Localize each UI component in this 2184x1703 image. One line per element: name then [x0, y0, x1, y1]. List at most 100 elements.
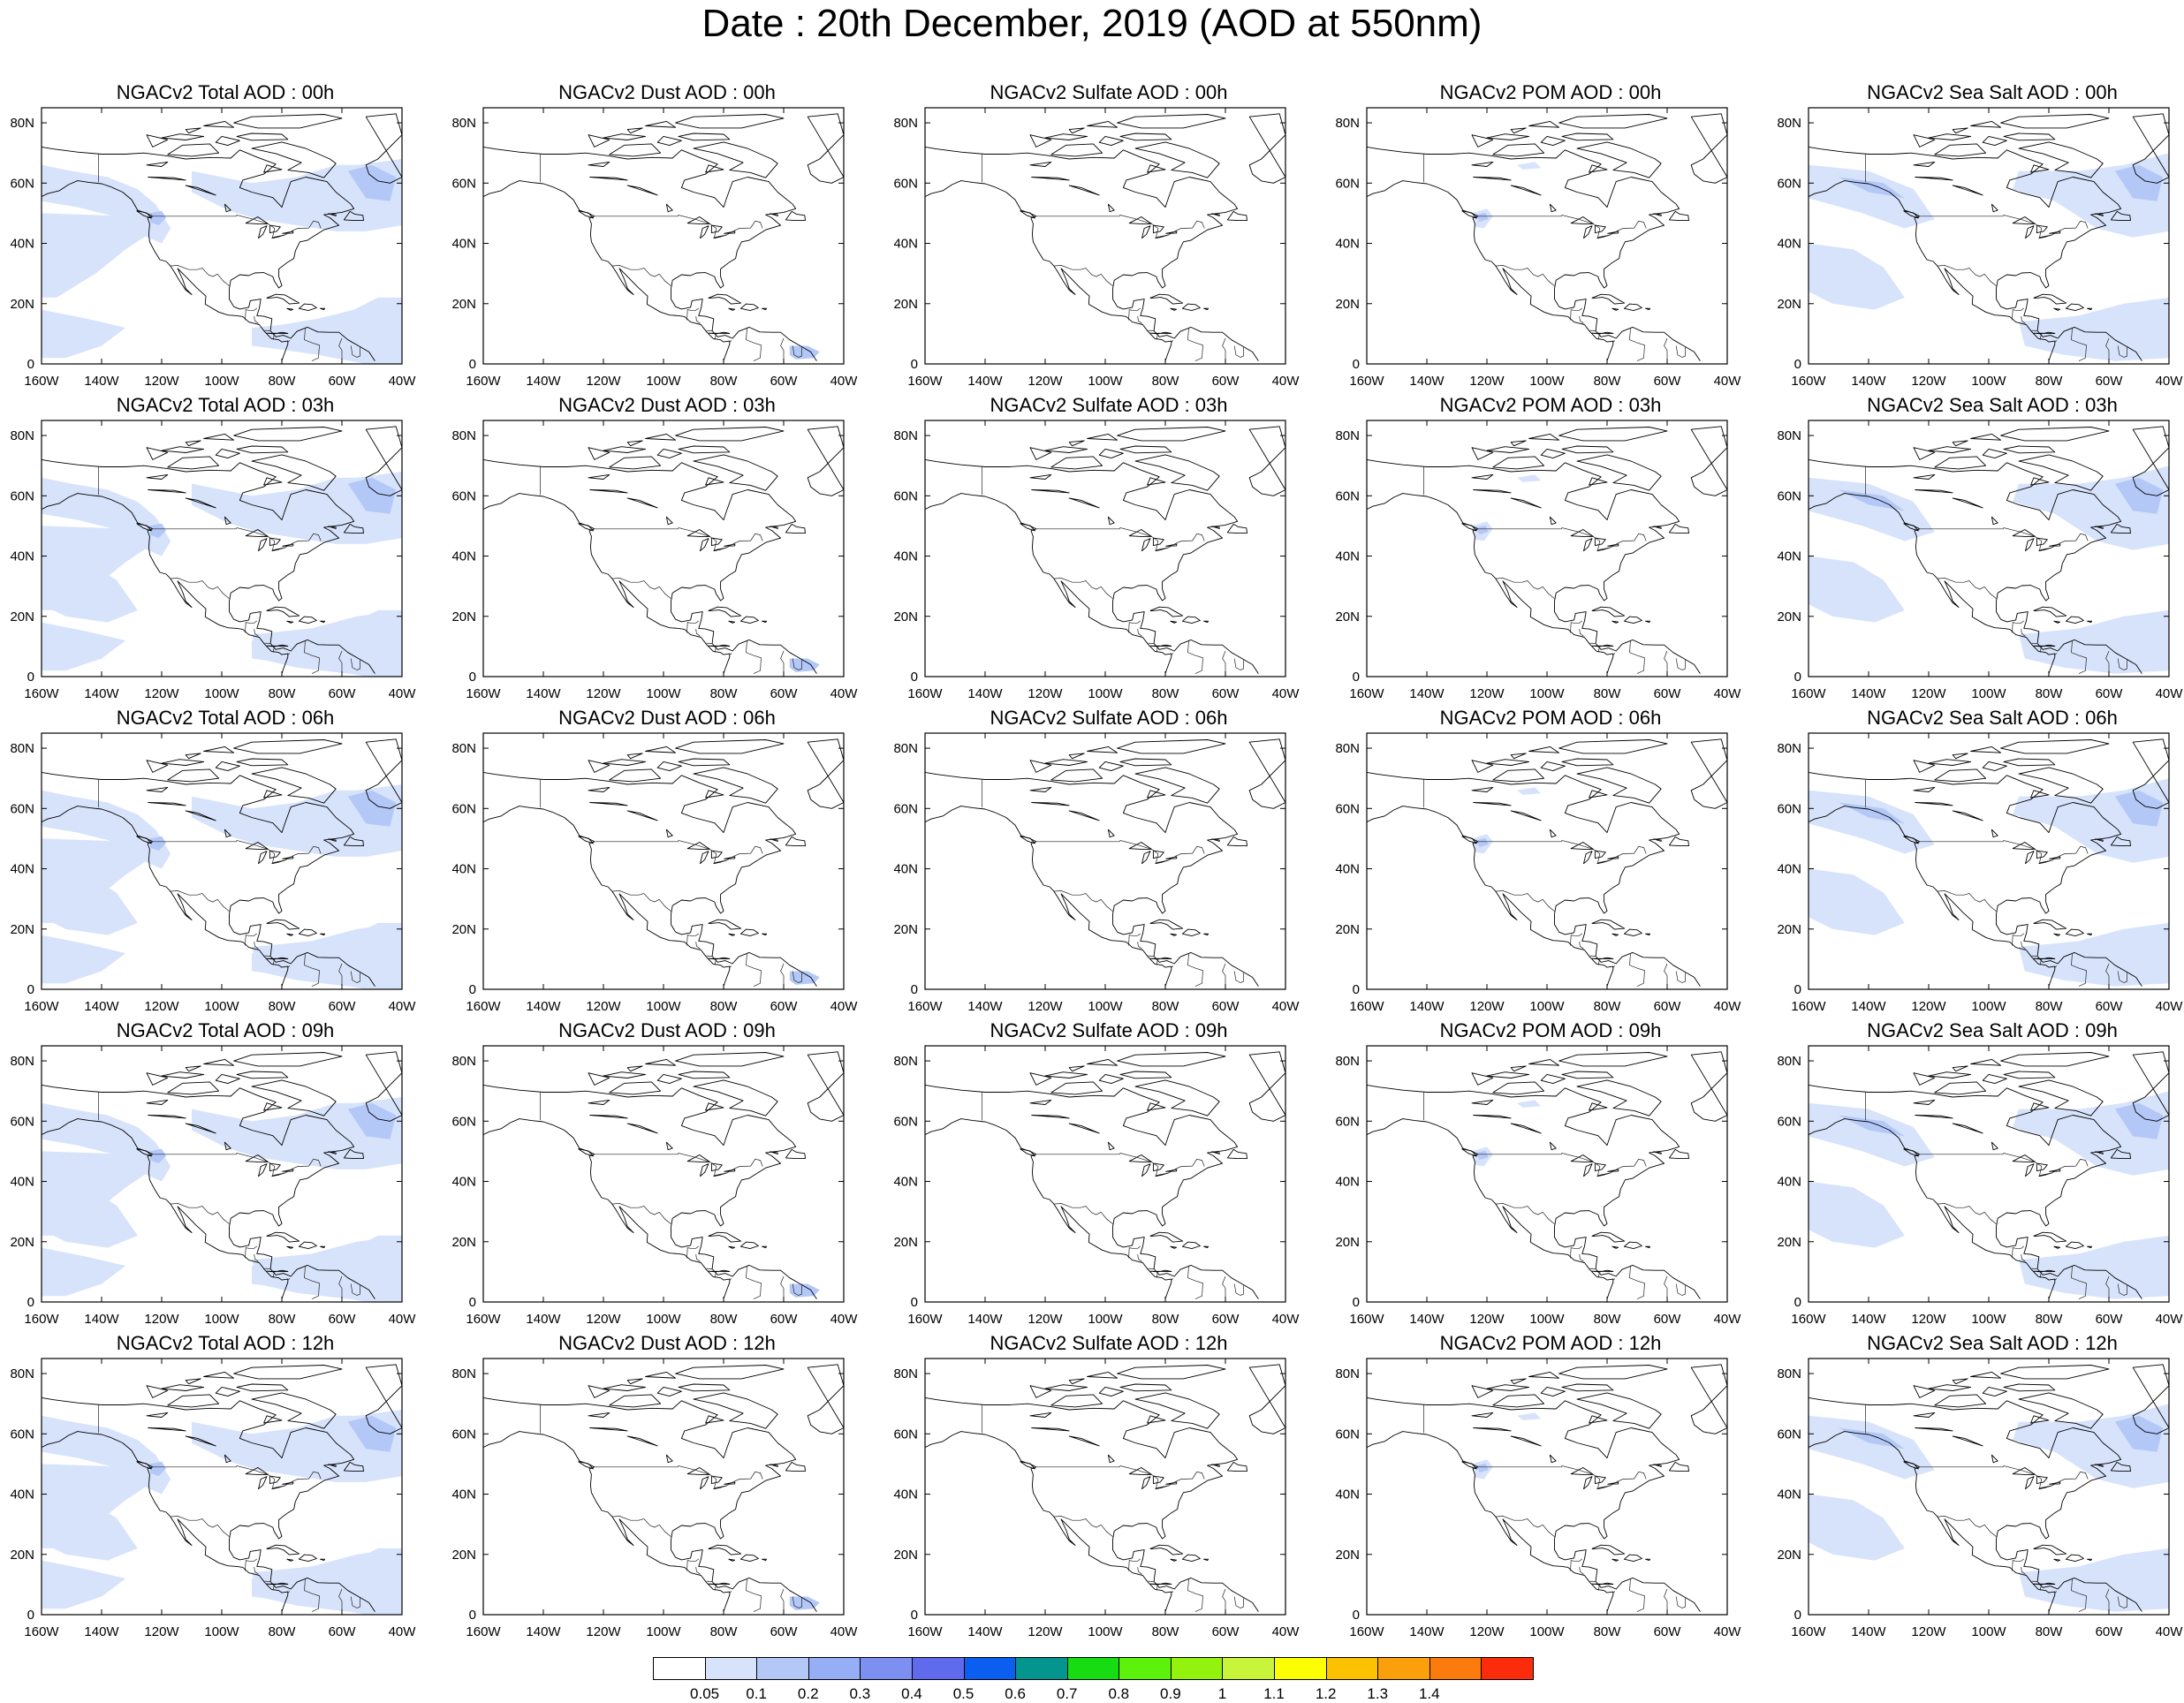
- x-tick-label: 120W: [1028, 1312, 1063, 1327]
- colorbar-swatch: [1429, 1657, 1483, 1680]
- aod-map: 160W 140W 120W 100W 80W 60W 40W 0 20N 40N 60N 80N: [1777, 1045, 2183, 1327]
- aod-map: 160W 140W 120W 100W 80W 60W 40W 0 20N 40N 60N 80N: [1777, 107, 2183, 389]
- colorbar-swatch: [860, 1657, 913, 1680]
- x-tick-label: 140W: [967, 999, 1003, 1014]
- x-tick-label: 60W: [2096, 374, 2124, 389]
- x-tick-label: 40W: [1714, 686, 1742, 701]
- x-tick-label: 80W: [1152, 1312, 1180, 1327]
- x-tick-label: 140W: [526, 686, 561, 701]
- x-tick-label: 60W: [2096, 999, 2124, 1014]
- x-tick-label: 80W: [710, 999, 739, 1014]
- y-tick-label: 20N: [893, 1235, 918, 1250]
- x-tick-label: 140W: [84, 686, 119, 701]
- x-tick-label: 40W: [1714, 1624, 1742, 1639]
- x-tick-label: 160W: [1791, 1312, 1826, 1327]
- aod-shading: [1472, 474, 1542, 541]
- y-tick-label: 20N: [10, 1548, 34, 1563]
- y-tick-label: 80N: [1335, 1054, 1360, 1069]
- y-tick-label: 60N: [10, 801, 34, 816]
- x-tick-label: 120W: [1028, 999, 1063, 1014]
- map-frame: [1366, 732, 1728, 990]
- y-tick-label: 60N: [893, 488, 918, 503]
- x-tick-label: 140W: [1851, 1312, 1886, 1327]
- y-tick-label: 80N: [10, 1366, 34, 1381]
- colorbar-label: 1.4: [1418, 1685, 1440, 1702]
- x-tick-label: 160W: [1349, 686, 1384, 701]
- y-tick-label: 40N: [10, 237, 34, 252]
- aod-shading: [789, 345, 820, 360]
- y-tick-label: 40N: [1335, 237, 1360, 252]
- y-tick-label: 60N: [1335, 1114, 1360, 1129]
- x-tick-label: 40W: [1272, 686, 1301, 701]
- panel-title: NGACv2 POM AOD : 03h: [1439, 394, 1662, 416]
- y-tick-label: 40N: [10, 549, 34, 564]
- map-panel: NGACv2 Dust AOD : 12h 160W 140W 120W 100W 80W…: [451, 1332, 925, 1639]
- map-panel: NGACv2 POM AOD : 09h 160W 140W 120W 100W 80W 6…: [1335, 1019, 1809, 1327]
- aod-map: 160W 140W 120W 100W 80W 60W 40W 0 20N 40N 60N 80N: [1335, 107, 1741, 389]
- x-tick-label: 140W: [1409, 686, 1445, 701]
- x-tick-label: 140W: [526, 1312, 561, 1327]
- x-tick-label: 100W: [1529, 1312, 1565, 1327]
- panel-title: NGACv2 Sea Salt AOD : 00h: [1867, 81, 2118, 103]
- x-tick-label: 160W: [466, 999, 501, 1014]
- coastline-borders: [482, 1051, 845, 1299]
- x-tick-label: 160W: [907, 374, 943, 389]
- aod-map: 160W 140W 120W 100W 80W 60W 40W 0 20N 40N 60N 80N: [893, 1358, 1300, 1639]
- x-tick-label: 60W: [1654, 686, 1682, 701]
- aod-map: 160W 140W 120W 100W 80W 60W 40W 0 20N 40N 60N 80N: [893, 420, 1300, 701]
- x-tick-label: 120W: [144, 1312, 179, 1327]
- y-tick-label: 80N: [1777, 741, 1801, 756]
- x-tick-label: 160W: [1791, 686, 1826, 701]
- y-tick-label: 60N: [451, 1427, 476, 1442]
- aod-shading: [789, 658, 820, 672]
- aod-shading: [789, 1283, 820, 1298]
- map-frame: [482, 420, 845, 677]
- x-tick-label: 80W: [1594, 1312, 1622, 1327]
- x-tick-label: 60W: [2096, 1624, 2124, 1639]
- x-tick-label: 80W: [269, 999, 297, 1014]
- map-panel: NGACv2 Sea Salt AOD : 06h 160W 140W 120W 100…: [1777, 707, 2184, 1014]
- coastline-borders: [482, 738, 845, 987]
- x-tick-label: 40W: [830, 374, 859, 389]
- x-tick-label: 60W: [1212, 999, 1240, 1014]
- x-tick-label: 40W: [1272, 1312, 1301, 1327]
- y-tick-label: 20N: [1777, 609, 1801, 624]
- coastline-borders: [41, 738, 403, 987]
- colorbar-label: 1.3: [1367, 1685, 1389, 1702]
- x-tick-label: 60W: [770, 686, 799, 701]
- x-tick-label: 120W: [144, 686, 179, 701]
- map-frame: [924, 420, 1286, 677]
- y-tick-label: 60N: [10, 1427, 34, 1442]
- x-tick-label: 160W: [24, 1624, 59, 1639]
- x-tick-label: 60W: [1212, 1312, 1240, 1327]
- colorbar-swatch: [1066, 1657, 1120, 1680]
- y-tick-label: 20N: [451, 1548, 476, 1563]
- y-tick-label: 40N: [893, 1487, 918, 1502]
- x-tick-label: 40W: [2156, 686, 2184, 701]
- x-tick-label: 120W: [1911, 374, 1946, 389]
- map-panel: NGACv2 Sulfate AOD : 12h 160W 140W 120W 100W…: [893, 1332, 1367, 1639]
- y-tick-label: 60N: [893, 1427, 918, 1442]
- x-tick-label: 100W: [1971, 999, 2006, 1014]
- y-tick-label: 20N: [451, 609, 476, 624]
- map-panel: NGACv2 Total AOD : 09h 160W 140W 120W 100W 80…: [10, 1019, 483, 1327]
- panel-title: NGACv2 Sulfate AOD : 03h: [990, 394, 1228, 416]
- y-tick-label: 20N: [451, 922, 476, 937]
- y-tick-label: 20N: [1335, 922, 1360, 937]
- colorbar-swatch: [1325, 1657, 1379, 1680]
- coastline-borders: [41, 113, 403, 361]
- y-tick-label: 80N: [893, 741, 918, 756]
- x-tick-label: 40W: [1272, 1624, 1301, 1639]
- aod-shading: [1472, 787, 1542, 854]
- y-tick-label: 40N: [893, 862, 918, 877]
- y-tick-label: 40N: [1777, 237, 1801, 252]
- x-tick-label: 100W: [646, 374, 681, 389]
- coastline-borders: [924, 426, 1286, 674]
- y-tick-label: 80N: [451, 428, 476, 443]
- colorbar-swatch: [963, 1657, 1017, 1680]
- map-frame: [1366, 107, 1728, 365]
- y-tick-label: 60N: [1777, 176, 1801, 191]
- coastline-borders: [924, 1051, 1286, 1299]
- x-tick-label: 160W: [1791, 1624, 1826, 1639]
- colorbar-swatch: [1274, 1657, 1327, 1680]
